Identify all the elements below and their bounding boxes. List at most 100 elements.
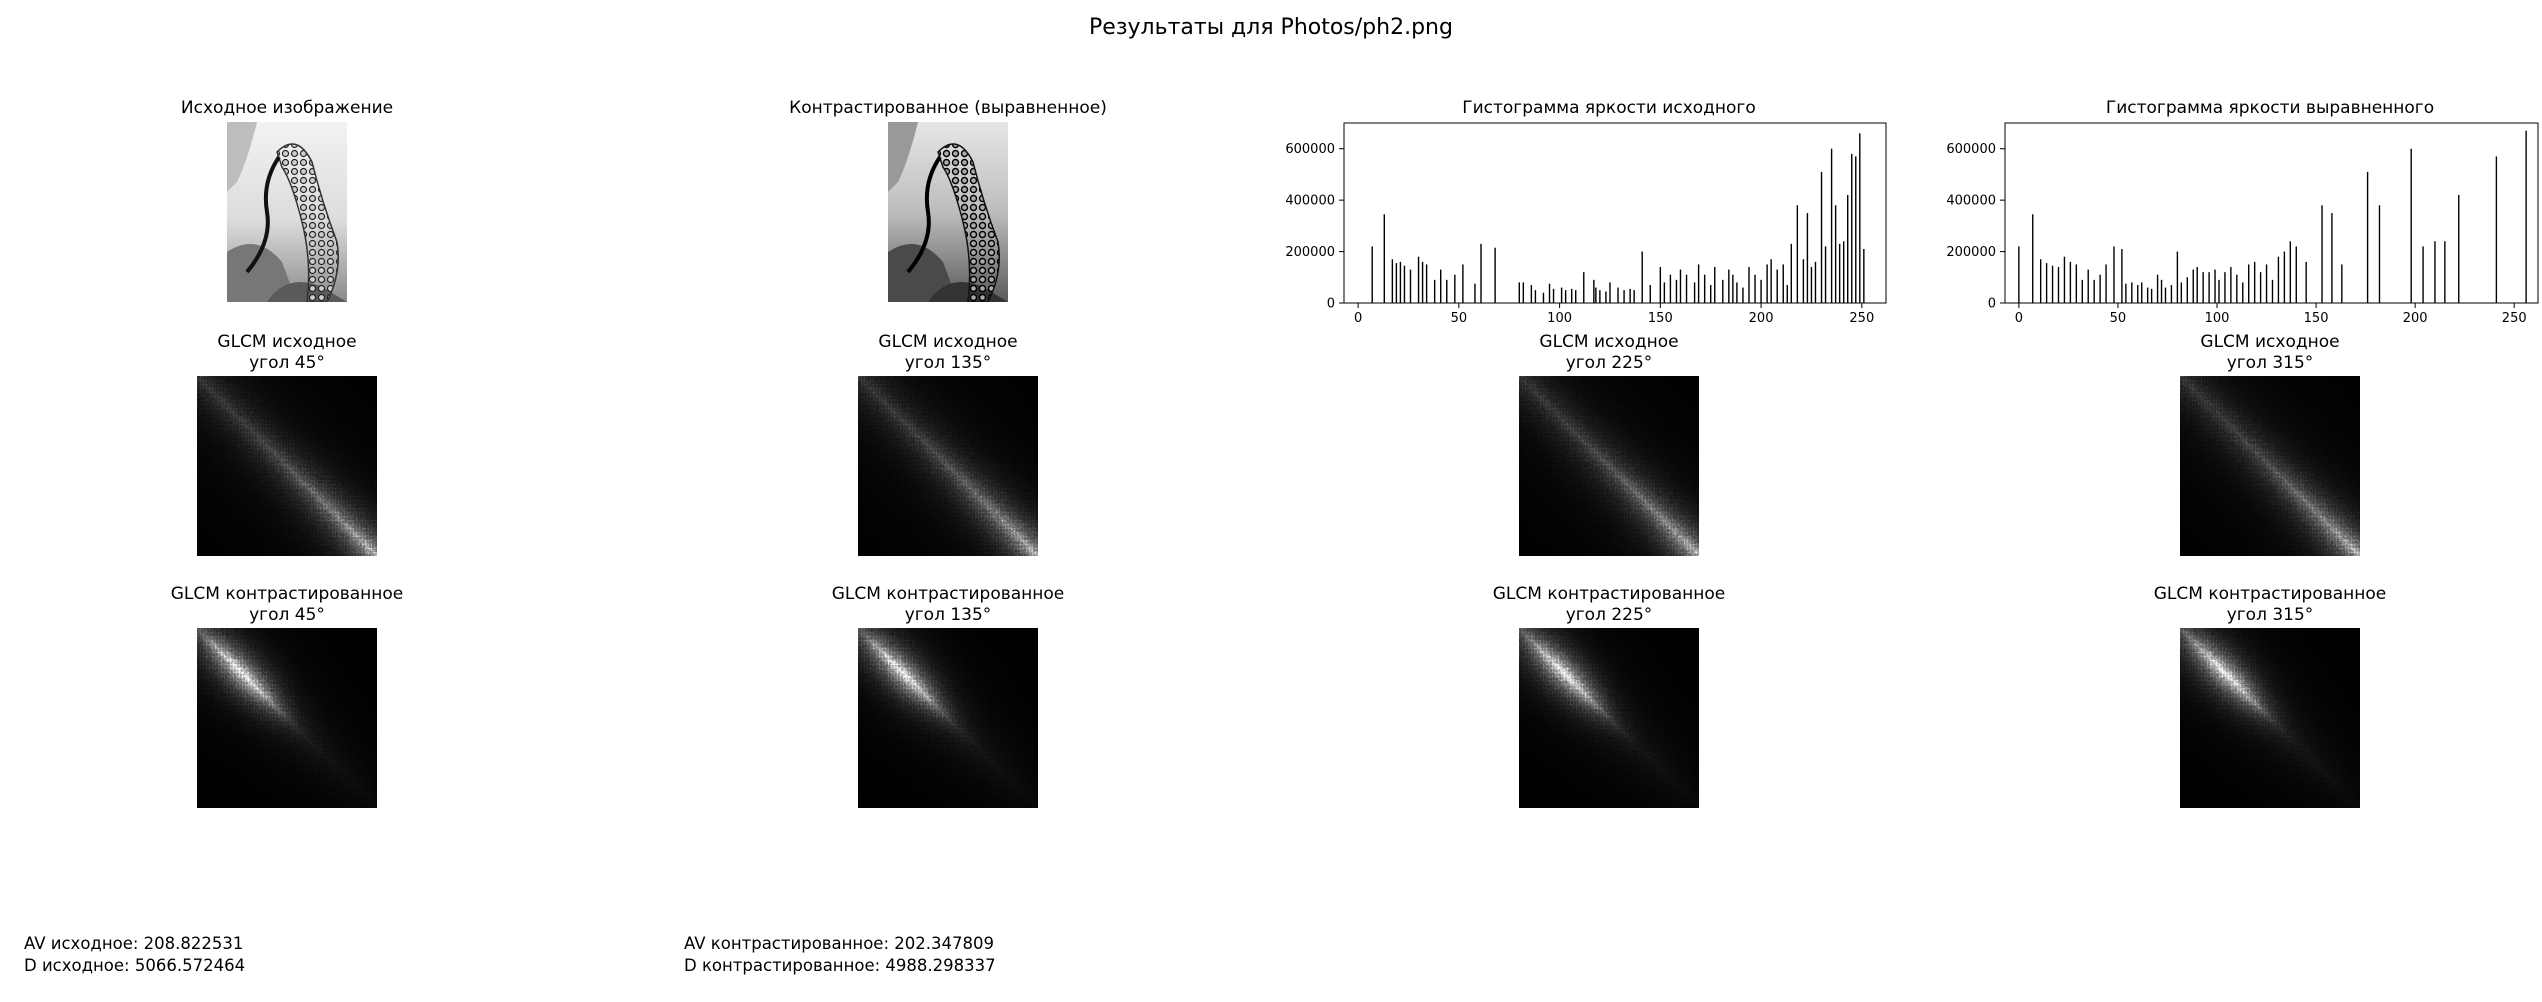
hist-bar: [1766, 264, 1768, 303]
hist-bar: [1564, 290, 1567, 303]
glcm-render: [858, 376, 1038, 556]
hist-bar: [1742, 287, 1744, 303]
hist-bar: [1560, 287, 1563, 303]
hist-bar: [1847, 195, 1849, 303]
glcm-contrasted-135-title: GLCM контрастированное угол 135°: [798, 584, 1098, 626]
hist-bar: [2271, 279, 2274, 303]
hist-bar: [2434, 241, 2436, 303]
hist-bar: [2248, 264, 2250, 303]
y-tick-label: 0: [1327, 297, 1335, 312]
axes-frame: [1343, 122, 1887, 304]
hist-bar: [1522, 282, 1525, 303]
glcm-title-line1: GLCM контрастированное: [2153, 584, 2387, 604]
hist-bar: [2075, 264, 2078, 303]
hist-bar: [1663, 282, 1666, 303]
hist-bar: [1736, 282, 1738, 303]
hist-bar: [1782, 264, 1784, 303]
x-tick-label: 150: [1648, 311, 1673, 326]
x-tick-label: 50: [2110, 311, 2127, 326]
glcm-title-line1: GLCM исходное: [2200, 332, 2340, 352]
hist-bar: [1697, 264, 1700, 303]
hist-bar: [1633, 290, 1635, 303]
x-tick-label: 250: [1849, 311, 1874, 326]
glcm-title-line1: GLCM контрастированное: [831, 584, 1065, 604]
hist-bar: [2208, 272, 2210, 303]
glcm-render: [197, 376, 377, 556]
hist-bar: [1722, 279, 1724, 303]
hist-bar: [1409, 269, 1412, 303]
hist-bar: [2113, 246, 2115, 303]
hist-bar: [1796, 205, 1799, 303]
hist-bar: [1748, 267, 1750, 303]
hist-bar: [2087, 269, 2089, 303]
hist-bar: [1462, 264, 1464, 303]
hist-bar: [2218, 279, 2220, 303]
hist-bar: [2192, 269, 2194, 303]
hist-bar: [2186, 277, 2188, 303]
hist-bar: [2180, 282, 2183, 303]
original-photo-render: [227, 122, 347, 302]
hist-bar: [2259, 272, 2262, 303]
hist-bar: [2156, 274, 2159, 303]
hist-bar: [2378, 205, 2381, 303]
glcm-original-135-matrix: [858, 376, 1038, 556]
glcm-title-line1: GLCM исходное: [878, 332, 1018, 352]
hist-bar: [2045, 263, 2048, 303]
hist-bar: [1679, 269, 1682, 303]
glcm-original-225-title: GLCM исходное угол 225°: [1459, 332, 1759, 374]
hist-bar: [2331, 213, 2333, 303]
hist-bar: [1728, 269, 1730, 303]
x-tick-label: 250: [2502, 311, 2527, 326]
glcm-render: [2180, 376, 2360, 556]
glcm-title-line1: GLCM контрастированное: [170, 584, 404, 604]
hist-bar: [1433, 279, 1436, 303]
hist-bar: [1776, 269, 1778, 303]
hist-bar: [2141, 282, 2143, 303]
glcm-original-315-matrix: [2180, 376, 2360, 556]
hist-bar: [2283, 251, 2286, 303]
hist-bar: [1810, 267, 1813, 303]
hist-bar: [1425, 264, 1428, 303]
glcm-contrasted-225-matrix: [1519, 628, 1699, 808]
hist-bar: [1480, 243, 1482, 303]
glcm-render: [2180, 628, 2360, 808]
glcm-original-315-title: GLCM исходное угол 315°: [2120, 332, 2420, 374]
hist-bar: [1542, 292, 1545, 303]
x-tick-label: 0: [2015, 311, 2023, 326]
x-tick-label: 100: [1547, 311, 1572, 326]
hist-bar: [2277, 256, 2280, 303]
hist-bar: [1703, 274, 1706, 303]
y-tick-label: 600000: [1946, 142, 1996, 157]
hist-bar: [1575, 290, 1577, 303]
hist-bar: [2032, 214, 2034, 303]
hist-bar: [2093, 279, 2095, 303]
glcm-render: [1519, 376, 1699, 556]
hist-original-title: Гистограмма яркости исходного: [1462, 98, 1756, 118]
x-tick-label: 50: [1451, 311, 1468, 326]
hist-bar: [1669, 274, 1672, 303]
hist-bar: [1786, 285, 1788, 303]
hist-bar: [2230, 267, 2232, 303]
hist-bar: [1675, 279, 1678, 303]
glcm-contrasted-225-title: GLCM контрастированное угол 225°: [1459, 584, 1759, 626]
glcm-original-135-title: GLCM исходное угол 135°: [798, 332, 1098, 374]
hist-bar: [1593, 279, 1595, 303]
hist-bar: [1754, 274, 1756, 303]
glcm-contrasted-315-title: GLCM контрастированное угол 315°: [2120, 584, 2420, 626]
hist-bar: [1570, 288, 1573, 303]
hist-bar: [2236, 274, 2238, 303]
hist-bar: [1446, 279, 1448, 303]
hist-bar: [2366, 171, 2369, 303]
y-tick-label: 200000: [1285, 245, 1335, 260]
hist-bar: [2289, 241, 2292, 303]
hist-bar: [1851, 153, 1853, 303]
hist-bar: [1649, 285, 1651, 303]
hist-bar: [2170, 285, 2173, 303]
hist-bar: [2214, 269, 2216, 303]
x-tick-label: 0: [1354, 311, 1362, 326]
hist-bar: [2125, 283, 2127, 303]
hist-bar: [1770, 259, 1772, 303]
d-original-text: D исходное: 5066.572464: [24, 956, 246, 975]
hist-bar: [1583, 272, 1585, 303]
y-tick-label: 400000: [1285, 194, 1335, 209]
